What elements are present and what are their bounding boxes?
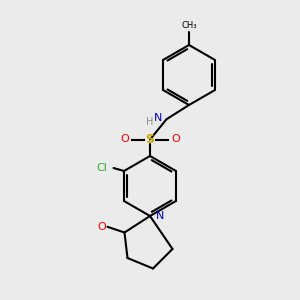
Text: Cl: Cl bbox=[97, 163, 107, 173]
Text: O: O bbox=[120, 134, 129, 145]
Text: H: H bbox=[146, 117, 154, 127]
Text: O: O bbox=[171, 134, 180, 145]
Text: N: N bbox=[154, 113, 162, 123]
Text: CH₃: CH₃ bbox=[181, 21, 197, 30]
Text: O: O bbox=[97, 222, 106, 232]
Text: S: S bbox=[146, 133, 154, 146]
Text: N: N bbox=[155, 211, 164, 221]
